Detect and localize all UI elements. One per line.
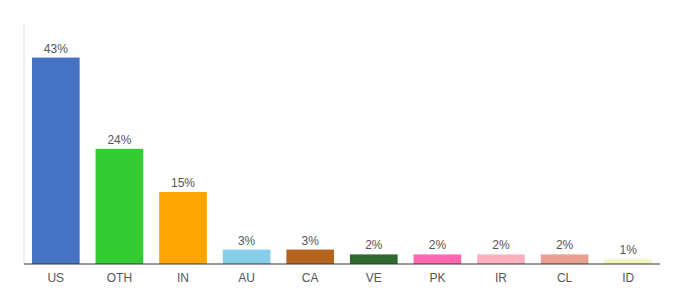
labels: US OTH IN AU CA VE PK IR CL ID 43% 24% 15% 3% 3% 2% 2% 2%… — [44, 42, 637, 285]
x-tick-label: VE — [366, 271, 382, 285]
data-label: 2% — [429, 238, 447, 252]
bar — [223, 250, 271, 264]
bar — [477, 254, 525, 264]
x-tick-label: CA — [302, 271, 319, 285]
chart: US OTH IN AU CA VE PK IR CL ID 43% 24% 15% 3% 3% 2% 2% 2%… — [0, 0, 680, 300]
bar — [541, 254, 589, 264]
x-axis-line — [24, 264, 660, 265]
data-label: 2% — [556, 238, 574, 252]
data-label: 15% — [171, 176, 195, 190]
x-tick-label: AU — [238, 271, 255, 285]
bar — [350, 254, 398, 264]
data-label: 3% — [302, 234, 320, 248]
bars — [32, 58, 652, 264]
bar — [32, 58, 80, 264]
x-tick-label: OTH — [107, 271, 132, 285]
bar — [604, 259, 652, 264]
x-tick-label: US — [47, 271, 64, 285]
bar — [414, 254, 462, 264]
x-tick-label: ID — [622, 271, 634, 285]
bar — [159, 192, 207, 264]
x-tick-label: IN — [177, 271, 189, 285]
data-label: 2% — [492, 238, 510, 252]
x-tick-label: PK — [429, 271, 445, 285]
data-label: 3% — [238, 234, 256, 248]
data-label: 24% — [107, 133, 131, 147]
data-label: 1% — [620, 243, 638, 257]
chart-container: US OTH IN AU CA VE PK IR CL ID 43% 24% 15% 3% 3% 2% 2% 2%… — [0, 0, 680, 300]
data-label: 2% — [365, 238, 383, 252]
bar — [286, 250, 334, 264]
y-axis-line — [24, 24, 25, 264]
bar — [96, 149, 144, 264]
data-label: 43% — [44, 42, 68, 56]
x-tick-label: IR — [495, 271, 507, 285]
x-tick-label: CL — [557, 271, 573, 285]
